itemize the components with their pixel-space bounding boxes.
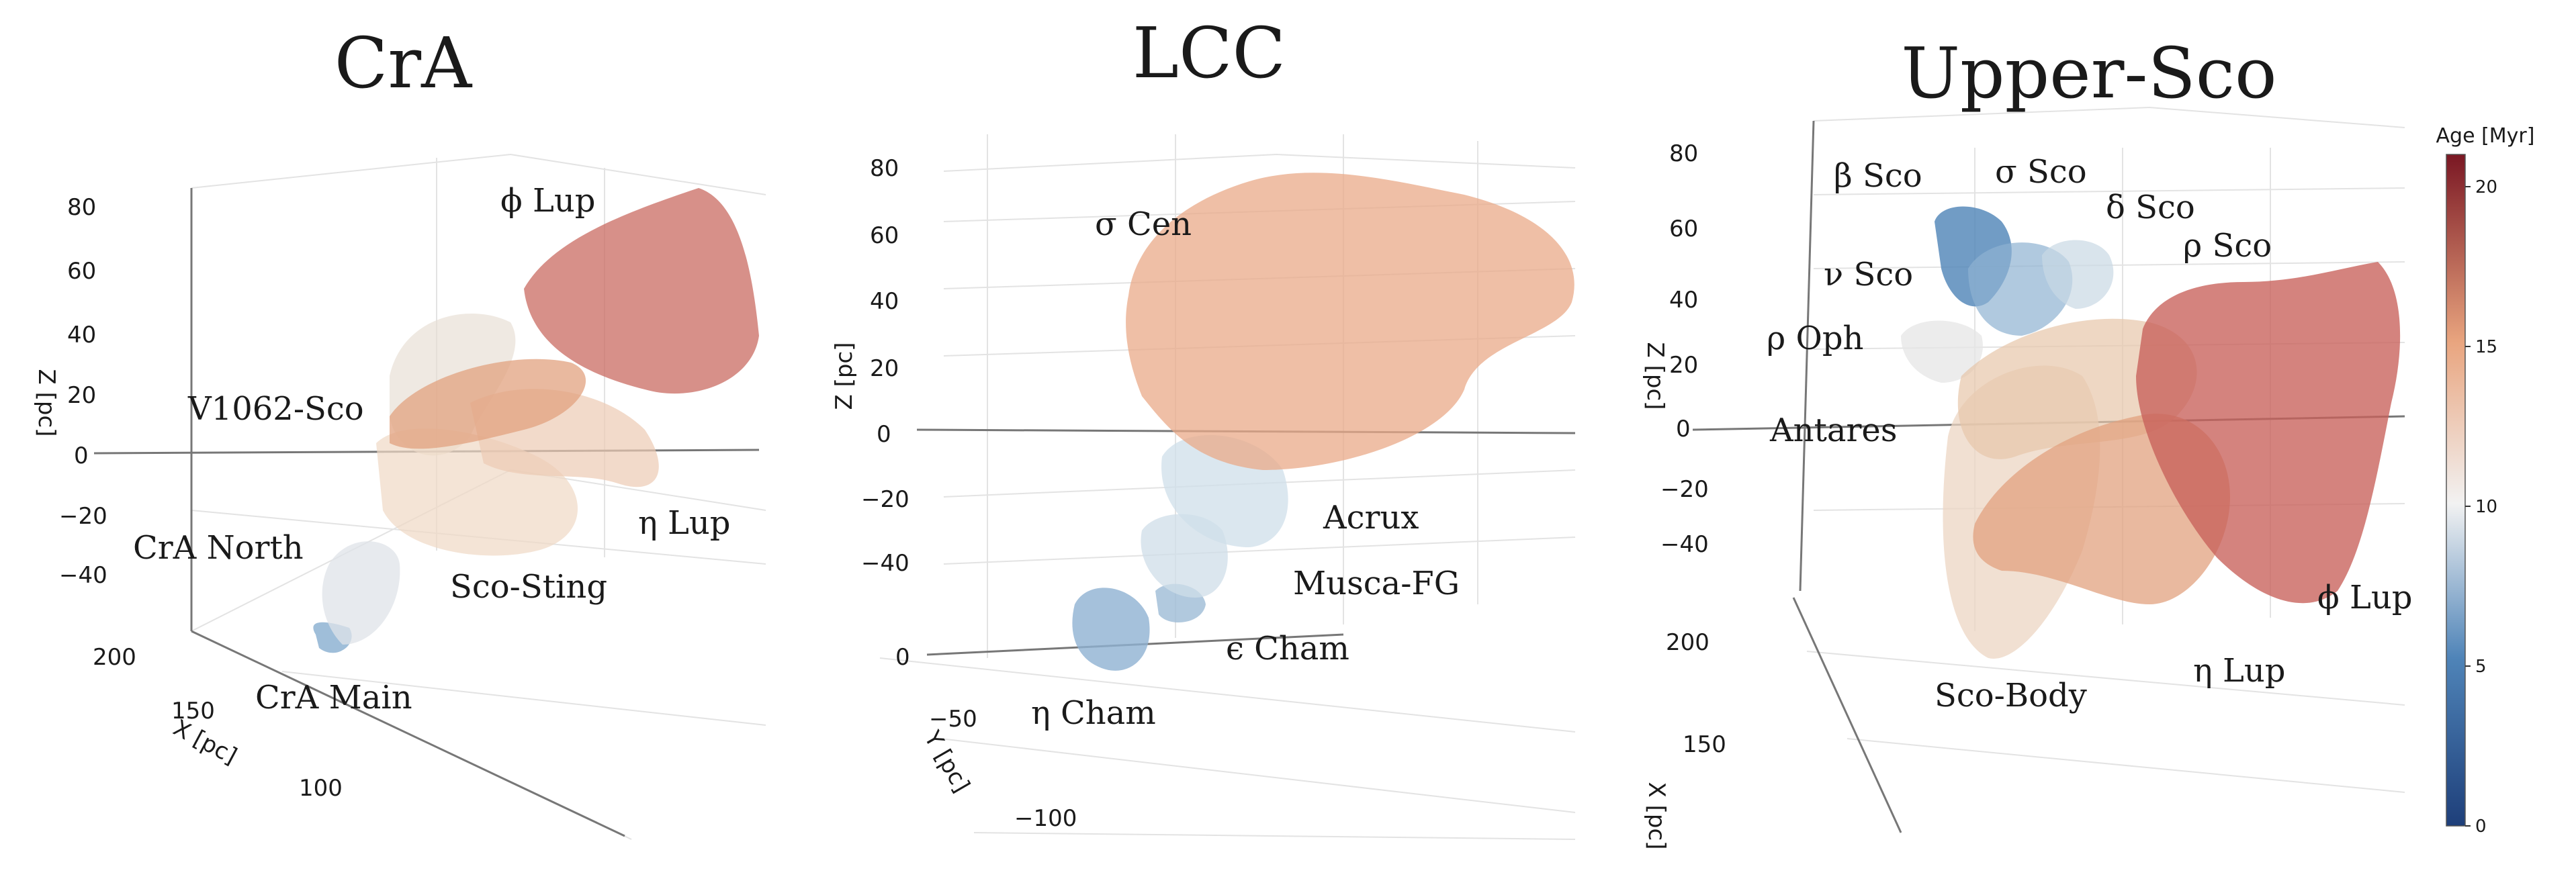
colorbar: Age [Myr] 20 15 10 5 0 <box>2436 124 2535 837</box>
blob-rho-oph <box>1901 320 1983 383</box>
annotation: ρ Sco <box>2183 227 2272 265</box>
y-axis-label: Y [pc] <box>918 726 975 797</box>
tick-label: 200 <box>93 644 136 671</box>
tick-label: 0 <box>877 421 891 448</box>
panel-title: Upper-Sco <box>1901 32 2276 114</box>
colorbar-tick-label: 5 <box>2475 657 2487 677</box>
colorbar-tick-label: 10 <box>2475 497 2497 517</box>
panel-title: LCC <box>1132 12 1286 94</box>
blob-delta-sco <box>2042 240 2114 309</box>
annotation: σ Sco <box>1995 153 2087 191</box>
annotation: Antares <box>1769 412 1897 449</box>
tick-label: −40 <box>1660 531 1709 558</box>
annotation: V1062-Sco <box>187 390 364 428</box>
z-axis-label: Z [pc] <box>831 342 858 410</box>
tick-label: 20 <box>1669 352 1698 379</box>
tick-label: −20 <box>1660 476 1709 503</box>
annotation: ν Sco <box>1824 256 1913 293</box>
blob-sigma-cen <box>1126 173 1574 470</box>
annotation: Sco-Body <box>1935 677 2087 714</box>
z-ticks: 80 60 40 20 0 −20 −40 <box>1660 140 1709 558</box>
annotation: ϵ Cham <box>1226 630 1349 667</box>
y-ticks: 0 −50 −100 <box>895 644 1077 832</box>
tick-label: −40 <box>59 562 107 589</box>
tick-label: −50 <box>929 706 977 733</box>
blob-phi-lup <box>2136 262 2401 604</box>
tick-label: 80 <box>1669 140 1698 167</box>
tick-label: −100 <box>1014 805 1077 832</box>
tick-label: −40 <box>861 550 909 577</box>
axis-line <box>1799 120 1815 592</box>
annotation: Musca-FG <box>1293 565 1460 602</box>
axis-line <box>191 630 625 837</box>
blob-eta-cham <box>1072 588 1150 671</box>
colorbar-tick-label: 15 <box>2475 337 2497 357</box>
tick-label: −20 <box>59 503 107 530</box>
colorbar-gradient <box>2446 154 2466 827</box>
tick-label: 80 <box>870 155 899 182</box>
tick-label: 60 <box>870 222 899 249</box>
z-axis-label: Z [pc] <box>33 369 60 437</box>
tick-label: 60 <box>1669 216 1698 242</box>
colorbar-tick-label: 20 <box>2475 177 2497 197</box>
tick-label: 0 <box>74 442 89 469</box>
annotation: η Cham <box>1031 694 1156 732</box>
x-ticks: 200 150 100 <box>93 644 343 802</box>
tick-label: 40 <box>67 322 96 348</box>
tick-label: 20 <box>870 355 899 382</box>
annotation: β Sco <box>1834 157 1922 195</box>
panel-cra: CrA 80 60 40 20 0 −20 −40 <box>33 22 766 840</box>
annotation: CrA North <box>133 529 304 567</box>
annotation: ϕ Lup <box>2317 579 2413 616</box>
blob-mid <box>390 359 586 449</box>
colorbar-tick-label: 0 <box>2475 816 2487 837</box>
blob-phi-lup <box>524 188 759 394</box>
tick-label: 150 <box>171 698 215 725</box>
tick-label: 0 <box>895 644 910 671</box>
tick-label: 40 <box>1669 287 1698 314</box>
annotation: σ Cen <box>1095 205 1192 243</box>
annotation: ϕ Lup <box>500 182 596 220</box>
x-ticks: 200 150 <box>1666 629 1726 758</box>
tick-label: 20 <box>67 382 96 409</box>
panel-title: CrA <box>335 22 473 104</box>
tick-label: 0 <box>1676 416 1691 442</box>
annotation: Acrux <box>1323 499 1419 536</box>
z-ticks: 80 60 40 20 0 −20 −40 <box>861 155 909 577</box>
annotation: ρ Oph <box>1767 320 1863 357</box>
z-ticks: 80 60 40 20 0 −20 −40 <box>59 194 107 589</box>
tick-label: 40 <box>870 288 899 315</box>
tick-label: 80 <box>67 194 96 221</box>
panel-lcc: LCC 80 60 40 20 0 −2 <box>831 12 1576 840</box>
panel-upper-sco: Upper-Sco 80 60 40 20 0 <box>1642 32 2413 849</box>
annotation: η Lup <box>638 504 731 542</box>
axis-line <box>1792 597 1902 833</box>
annotation: δ Sco <box>2106 189 2195 226</box>
blob-crA-north <box>322 541 400 645</box>
annotation: Sco-Sting <box>450 568 607 606</box>
tick-label: 100 <box>299 775 343 802</box>
tick-label: 150 <box>1683 731 1726 758</box>
annotation: CrA Main <box>255 679 412 716</box>
tick-label: 60 <box>67 258 96 285</box>
tick-label: −20 <box>861 486 909 513</box>
colorbar-label: Age [Myr] <box>2436 124 2535 148</box>
z-axis-label: Z [pc] <box>1642 342 1669 410</box>
tick-label: 200 <box>1666 629 1709 656</box>
annotation: η Lup <box>2193 652 2286 690</box>
x-axis-label: X [pc] <box>1643 782 1670 850</box>
